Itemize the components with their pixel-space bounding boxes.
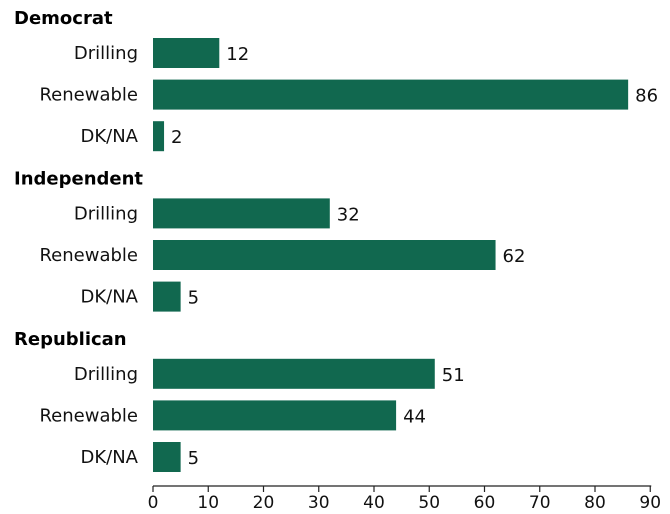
bar-independent-renewable: [153, 240, 496, 270]
x-tick-label-10: 10: [197, 493, 219, 513]
bar-democrat-renewable: [153, 79, 629, 110]
bar-democrat-drilling: [153, 38, 220, 68]
category-label-democrat-dk-na: DK/NA: [80, 126, 138, 147]
x-tick-label-20: 20: [253, 493, 275, 513]
x-tick-label-30: 30: [308, 493, 330, 513]
value-label-republican-drilling: 51: [442, 365, 465, 386]
bar-independent-drilling: [153, 198, 330, 229]
group-label-independent: Independent: [14, 168, 143, 189]
bars: [153, 38, 629, 472]
value-label-democrat-renewable: 86: [635, 86, 658, 107]
group-label-republican: Republican: [14, 329, 127, 350]
bar-republican-drilling: [153, 358, 435, 389]
value-label-independent-drilling: 32: [337, 204, 360, 225]
bar-independent-dk-na: [153, 281, 181, 312]
value-label-independent-dk-na: 5: [188, 288, 199, 309]
category-labels: Drilling Renewable DK/NA Drilling Renewable D…: [39, 43, 138, 468]
x-axis: 0 10 20 30 40 50 60 70 80 90: [148, 485, 661, 513]
category-label-independent-dk-na: DK/NA: [80, 287, 138, 308]
category-label-independent-renewable: Renewable: [39, 245, 138, 266]
x-tick-label-0: 0: [148, 493, 159, 513]
bar-republican-renewable: [153, 400, 397, 431]
group-labels: Democrat Independent Republican: [14, 8, 143, 350]
category-label-republican-drilling: Drilling: [74, 364, 138, 385]
group-label-democrat: Democrat: [14, 8, 113, 29]
value-label-republican-dk-na: 5: [188, 448, 199, 469]
x-tick-label-80: 80: [584, 493, 606, 513]
x-tick-label-60: 60: [474, 493, 496, 513]
category-label-democrat-renewable: Renewable: [39, 85, 138, 106]
value-label-democrat-drilling: 12: [226, 44, 249, 65]
value-label-independent-renewable: 62: [503, 246, 526, 267]
value-labels: 12 86 2 32 62 5 51 44 5: [171, 44, 658, 469]
category-label-republican-dk-na: DK/NA: [80, 447, 138, 468]
value-label-democrat-dk-na: 2: [171, 127, 182, 148]
x-tick-label-40: 40: [363, 493, 385, 513]
category-label-independent-drilling: Drilling: [74, 203, 138, 224]
x-axis-ticks: 0 10 20 30 40 50 60 70 80 90: [148, 486, 661, 513]
x-tick-label-70: 70: [529, 493, 551, 513]
x-tick-label-50: 50: [418, 493, 440, 513]
x-tick-label-90: 90: [639, 493, 661, 513]
category-label-republican-renewable: Renewable: [39, 405, 138, 426]
value-label-republican-renewable: 44: [403, 406, 426, 427]
bar-democrat-dk-na: [153, 121, 165, 152]
bar-republican-dk-na: [153, 442, 181, 472]
category-label-democrat-drilling: Drilling: [74, 43, 138, 64]
